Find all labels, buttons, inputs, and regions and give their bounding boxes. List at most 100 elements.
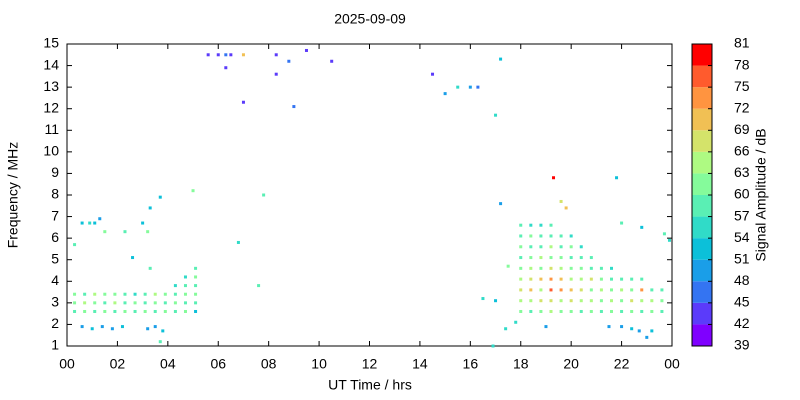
point	[519, 245, 523, 249]
point	[579, 309, 583, 313]
point	[569, 309, 573, 313]
colorbar-band	[692, 65, 712, 88]
colorbar-band	[692, 130, 712, 152]
point	[569, 266, 573, 270]
point	[146, 230, 150, 234]
point	[529, 299, 533, 303]
point	[610, 299, 613, 303]
y-tick-label: 2	[51, 315, 59, 331]
point	[148, 266, 152, 270]
point	[519, 299, 523, 303]
point	[224, 53, 228, 57]
colorbar-tick-label: 78	[734, 56, 750, 72]
point	[620, 309, 624, 313]
colorbar-tick-label: 81	[734, 35, 750, 51]
colorbar-band	[692, 195, 712, 217]
point	[549, 223, 553, 227]
point	[630, 309, 634, 313]
colorbar-band	[692, 173, 712, 195]
point	[579, 245, 583, 249]
point	[650, 299, 654, 303]
y-tick-label: 10	[43, 143, 59, 159]
point	[559, 288, 563, 292]
point	[569, 245, 573, 249]
x-tick-label: 02	[110, 356, 126, 372]
point	[133, 309, 137, 313]
point	[529, 256, 533, 260]
point	[93, 221, 97, 225]
y-tick-label: 4	[51, 272, 59, 288]
point	[131, 256, 135, 260]
colorbar-band	[692, 324, 712, 346]
x-tick-label: 22	[614, 356, 630, 372]
point	[539, 277, 543, 281]
point	[519, 256, 523, 260]
point	[431, 72, 435, 76]
colorbar-band	[692, 281, 712, 303]
point	[229, 53, 233, 57]
point	[141, 221, 145, 225]
point	[98, 217, 102, 221]
point	[194, 275, 198, 279]
point	[103, 301, 107, 305]
point	[123, 301, 127, 305]
point	[637, 329, 641, 333]
point	[640, 277, 644, 281]
point	[667, 238, 671, 242]
point	[650, 288, 654, 292]
point	[620, 221, 624, 225]
point	[183, 275, 187, 279]
point	[123, 309, 127, 313]
x-tick-label: 12	[362, 356, 378, 372]
point	[539, 309, 543, 313]
colorbar-tick-label: 39	[734, 337, 750, 353]
point	[559, 256, 563, 260]
point	[552, 176, 556, 180]
point	[173, 301, 177, 305]
point	[224, 66, 228, 70]
point	[615, 176, 619, 180]
point	[113, 309, 117, 313]
point	[579, 277, 583, 281]
point	[93, 292, 97, 296]
point	[153, 301, 157, 305]
point	[262, 193, 266, 197]
point	[529, 266, 533, 270]
x-tick-label: 00	[59, 356, 75, 372]
point	[143, 292, 147, 296]
point	[73, 243, 77, 247]
point	[183, 309, 187, 313]
colorbar-tick-label: 60	[734, 186, 750, 202]
point	[529, 223, 533, 227]
point	[529, 245, 533, 249]
colorbar-band	[692, 108, 712, 131]
point	[103, 292, 107, 296]
point	[274, 53, 278, 57]
point	[499, 57, 503, 61]
point	[153, 325, 157, 329]
y-tick-label: 3	[51, 294, 59, 310]
point	[549, 266, 553, 270]
point	[194, 301, 198, 305]
point	[529, 309, 533, 313]
point	[579, 299, 583, 303]
point	[559, 299, 563, 303]
point	[589, 309, 593, 313]
point	[123, 292, 127, 296]
point	[589, 266, 593, 270]
point	[579, 266, 583, 270]
point	[90, 327, 94, 331]
point	[610, 288, 613, 292]
point	[330, 59, 334, 63]
point	[640, 288, 644, 292]
y-tick-label: 11	[44, 121, 59, 137]
point	[304, 48, 308, 52]
x-tick-label: 16	[463, 356, 479, 372]
colorbar-label: Signal Amplitude / dB	[753, 128, 769, 261]
x-axis-label: UT Time / hrs	[328, 377, 412, 393]
point	[514, 320, 518, 324]
point	[630, 327, 634, 331]
colorbar-tick-label: 48	[734, 272, 750, 288]
y-axis-label: Frequency / MHz	[5, 142, 21, 249]
y-tick-label: 13	[43, 78, 59, 94]
